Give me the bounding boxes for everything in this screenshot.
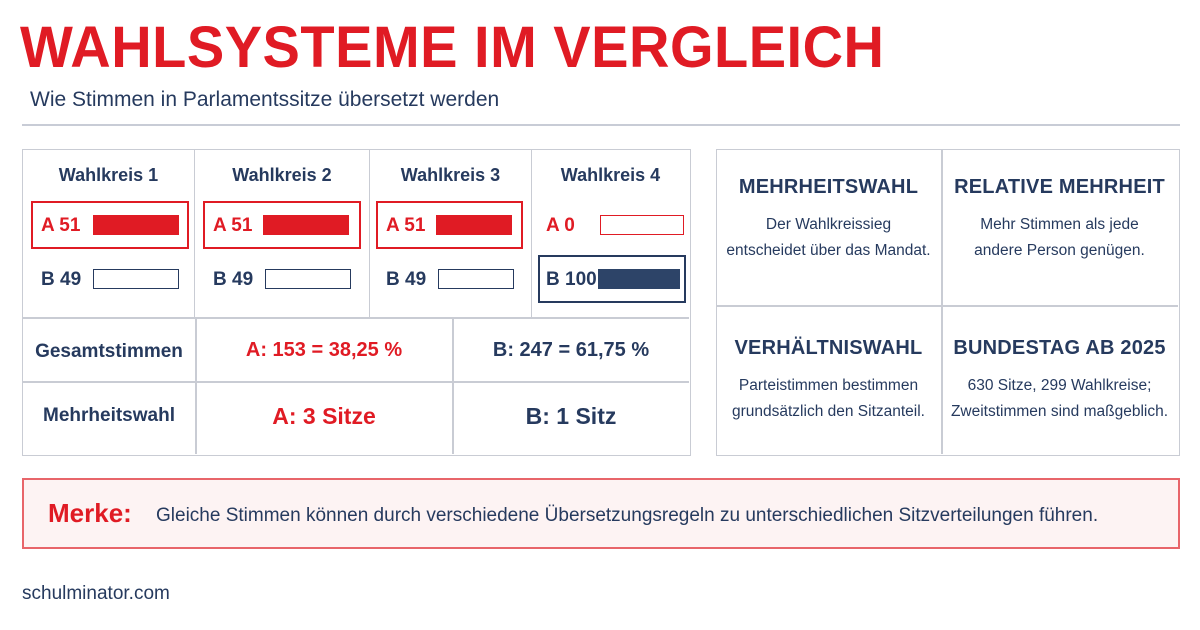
party-a-votes: A 51 — [386, 215, 426, 236]
header-divider — [22, 124, 1180, 126]
party-a-votes: A 0 — [546, 215, 575, 236]
row-divider — [23, 381, 689, 383]
district-comparison-panel: Wahlkreis 1 A 51 B 49 Wahlkreis 2 A 51 B… — [22, 149, 691, 456]
district-2-row-a: A 51 — [203, 201, 361, 249]
party-a-bar — [600, 215, 684, 235]
majority-seats-party-b: B: 1 Sitz — [525, 403, 617, 429]
district-3-row-a: A 51 — [376, 201, 523, 249]
page-subtitle: Wie Stimmen in Parlamentssitze übersetzt… — [30, 88, 500, 111]
district-3: Wahlkreis 3 A 51 B 49 — [370, 150, 532, 317]
note-label: Merke: — [48, 498, 132, 528]
party-b-bar — [438, 269, 514, 289]
party-b-bar — [598, 269, 680, 289]
column-divider — [195, 317, 197, 454]
party-a-votes: A 51 — [213, 215, 253, 236]
info-card-title: VERHÄLTNISWAHL — [734, 337, 923, 359]
info-card-text: Der Wahlkreissieg entscheidet über das M… — [726, 216, 931, 259]
row-divider — [23, 317, 689, 319]
district-3-row-b: B 49 — [376, 255, 523, 303]
note-box: Merke: Gleiche Stimmen können durch vers… — [22, 478, 1180, 549]
majority-vote-label: Mehrheitswahl — [43, 405, 175, 426]
party-a-bar — [263, 215, 349, 235]
party-b-bar — [265, 269, 351, 289]
info-card-text: Parteistimmen bestimmen grundsätzlich de… — [731, 377, 925, 420]
party-b-votes: B 49 — [41, 269, 82, 290]
column-divider — [452, 317, 454, 454]
district-2-row-b: B 49 — [203, 255, 361, 303]
row-divider — [717, 305, 1178, 307]
info-card-mehrheitswahl: MEHRHEITSWAHL Der Wahlkreissieg entschei… — [713, 176, 944, 264]
district-4: Wahlkreis 4 A 0 B 100 — [532, 150, 689, 317]
district-4-row-a: A 0 — [538, 201, 686, 249]
party-a-bar — [436, 215, 512, 235]
district-label: Wahlkreis 3 — [400, 165, 501, 185]
district-label: Wahlkreis 4 — [560, 165, 661, 185]
district-1-row-a: A 51 — [31, 201, 189, 249]
total-votes-label: Gesamtstimmen — [35, 341, 183, 362]
party-a-bar — [93, 215, 179, 235]
info-card-text: 630 Sitze, 299 Wahlkreise; Zweitstimmen … — [950, 377, 1169, 420]
column-divider — [941, 150, 943, 454]
party-a-votes: A 51 — [41, 215, 81, 236]
district-2: Wahlkreis 2 A 51 B 49 — [195, 150, 370, 317]
info-card-bundestag: BUNDESTAG AB 2025 630 Sitze, 299 Wahlkre… — [944, 337, 1175, 425]
district-1: Wahlkreis 1 A 51 B 49 — [23, 150, 195, 317]
note-text: Gleiche Stimmen können durch verschieden… — [156, 505, 1099, 526]
definitions-panel: MEHRHEITSWAHL Der Wahlkreissieg entschei… — [716, 149, 1180, 456]
majority-seats-party-a: A: 3 Sitze — [272, 403, 376, 429]
district-label: Wahlkreis 2 — [232, 165, 332, 185]
info-card-title: BUNDESTAG AB 2025 — [953, 337, 1166, 359]
info-card-title: RELATIVE MEHRHEIT — [954, 176, 1165, 198]
page-title: WAHLSYSTEME IM VERGLEICH — [20, 14, 885, 80]
district-4-row-b: B 100 — [538, 255, 686, 303]
info-card-text: Mehr Stimmen als jede andere Person genü… — [974, 216, 1145, 259]
info-card-title: MEHRHEITSWAHL — [738, 176, 919, 198]
district-1-row-b: B 49 — [31, 255, 189, 303]
total-votes-party-b: B: 247 = 61,75 % — [492, 339, 650, 361]
total-votes-party-a: A: 153 = 38,25 % — [245, 339, 403, 361]
district-label: Wahlkreis 1 — [58, 165, 159, 185]
info-card-relative-mehrheit: RELATIVE MEHRHEIT Mehr Stimmen als jede … — [944, 176, 1175, 264]
info-card-verhaeltniswahl: VERHÄLTNISWAHL Parteistimmen bestimmen g… — [713, 337, 944, 425]
party-b-votes: B 49 — [386, 269, 427, 290]
party-b-votes: B 49 — [213, 269, 254, 290]
party-b-bar — [93, 269, 179, 289]
party-b-votes: B 100 — [546, 269, 597, 290]
footer-source: schulminator.com — [22, 583, 170, 604]
